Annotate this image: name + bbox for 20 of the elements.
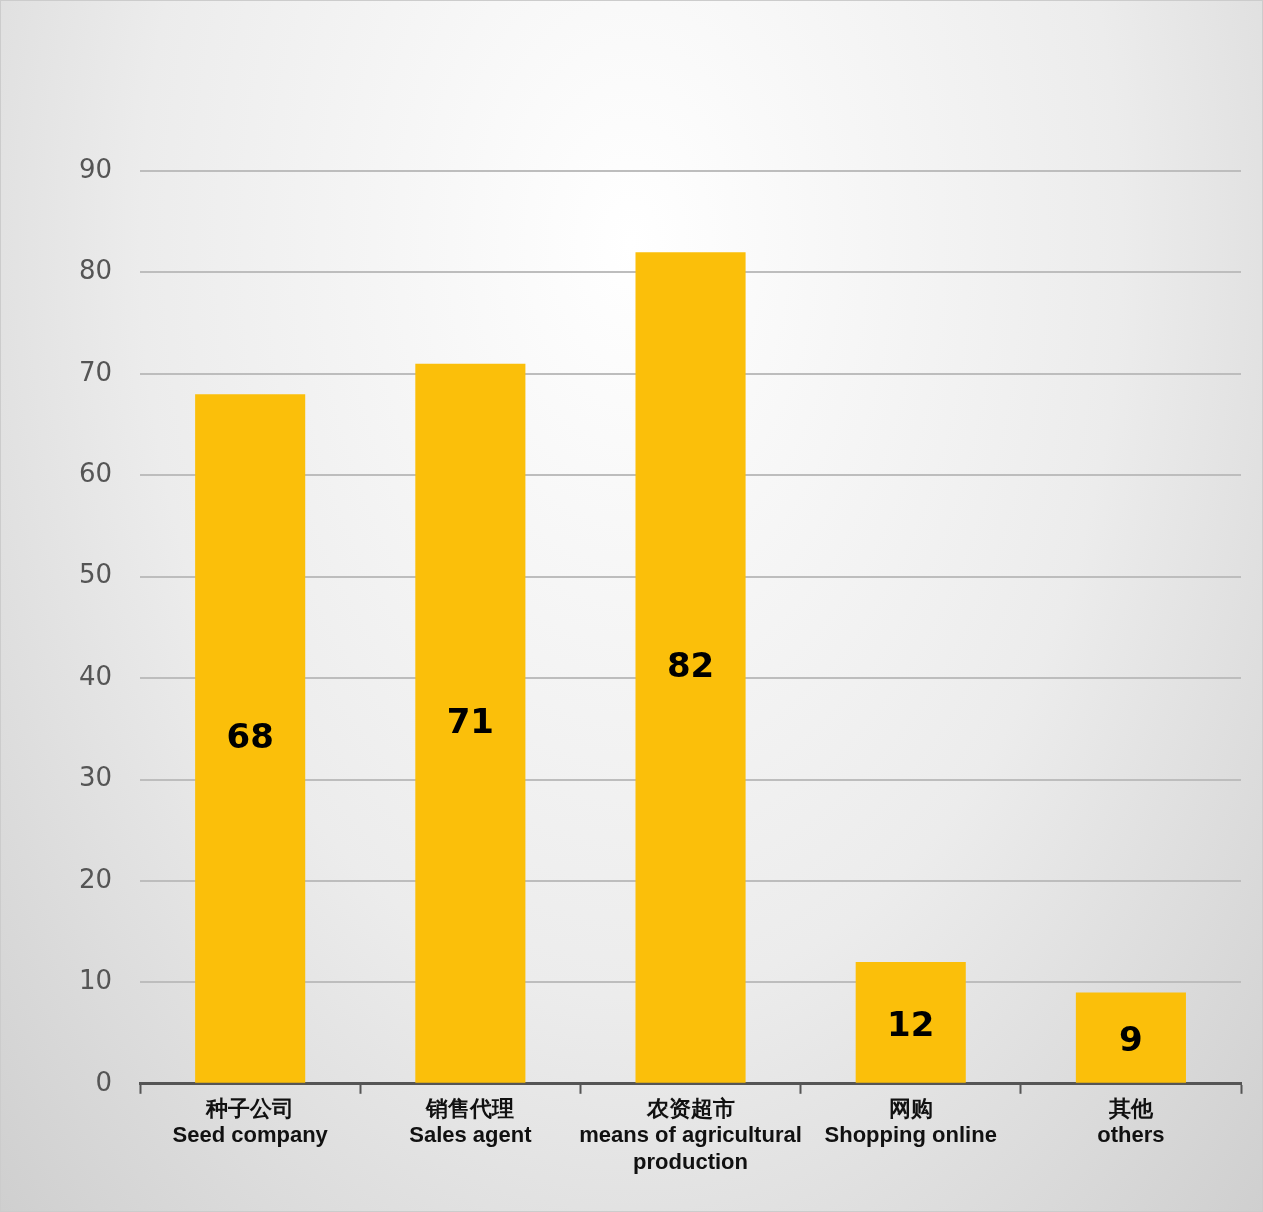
x-tick-label: 网购 Shopping online [824, 1096, 997, 1148]
y-tick-label: 90 [78, 153, 113, 184]
x-tick-label: 农资超市 means of agricultural production [579, 1096, 802, 1174]
x-tick-label: 种子公司 Seed company [172, 1096, 329, 1148]
y-tick-label: 40 [78, 660, 113, 691]
data-label: 12 [887, 1003, 935, 1044]
x-tick-label: 销售代理 Sales agent [409, 1096, 533, 1148]
y-tick-label: 30 [78, 762, 113, 793]
y-tick-label: 70 [78, 356, 113, 387]
y-tick-label: 10 [78, 965, 113, 996]
y-tick-label: 20 [78, 863, 113, 894]
data-label: 68 [226, 715, 274, 756]
y-tick-label: 50 [78, 559, 113, 590]
y-tick-label: 0 [95, 1066, 113, 1097]
data-label: 9 [1119, 1018, 1143, 1059]
y-tick-label: 80 [78, 255, 113, 286]
data-label: 71 [446, 700, 495, 741]
y-tick-label: 60 [78, 458, 113, 489]
x-tick-label: 其他 others [1097, 1096, 1165, 1148]
data-label: 82 [666, 644, 715, 685]
